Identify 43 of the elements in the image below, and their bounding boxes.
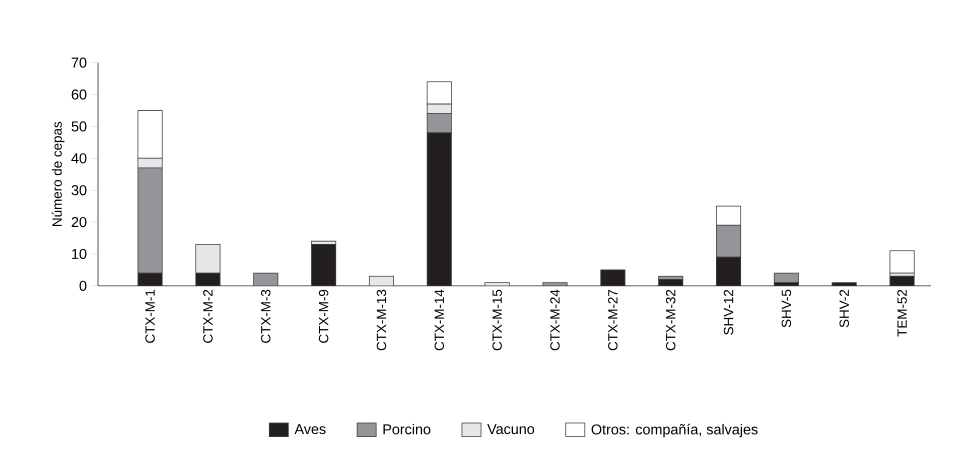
legend-label: Vacuno xyxy=(487,424,534,434)
y-tick-label: 60 xyxy=(72,89,86,100)
x-tick-label: CTX-M-9 xyxy=(318,290,328,343)
legend-label: Otros: compañía, salvajes xyxy=(592,424,758,438)
y-tick-label: 30 xyxy=(72,184,86,196)
legend-label: Aves xyxy=(294,424,326,434)
y-tick-label: 70 xyxy=(72,57,86,68)
bar xyxy=(774,272,799,283)
x-tick-label: CTX-M-1 xyxy=(145,290,155,343)
x-tick-label: CTX-M-15 xyxy=(492,290,502,350)
y-tick-label: 40 xyxy=(71,153,86,164)
x-tick-label: CTX-M-24 xyxy=(550,289,560,350)
y-axis-title: Número de cepas xyxy=(52,122,64,226)
x-tick-label: CTX-M-27 xyxy=(608,290,618,350)
bar xyxy=(426,113,452,133)
x-tick-label: SHV-5 xyxy=(782,290,792,328)
x-tick-label: CTX-M-32 xyxy=(666,290,676,350)
bar xyxy=(138,158,163,168)
bar xyxy=(716,224,742,258)
bar xyxy=(369,276,394,286)
x-tick-label: SHV-12 xyxy=(724,290,734,335)
x-tick-label: CTX-M-14 xyxy=(434,289,444,350)
bar xyxy=(426,132,452,286)
bar xyxy=(138,167,163,274)
bar xyxy=(716,206,742,226)
bar xyxy=(311,244,336,286)
bar xyxy=(890,276,915,286)
y-tick-label: 20 xyxy=(72,216,86,227)
y-tick-label: 0 xyxy=(80,280,86,291)
y-tick-label: 10 xyxy=(72,248,86,259)
y-tick-label: 50 xyxy=(72,121,86,132)
legend-label: Porcino xyxy=(383,424,430,434)
bar xyxy=(254,272,278,286)
bar xyxy=(716,256,742,286)
bar xyxy=(196,272,220,286)
bar xyxy=(195,244,220,274)
x-tick-label: CTX-M-2 xyxy=(203,290,213,343)
x-tick-label: SHV-2 xyxy=(839,290,849,328)
bar xyxy=(600,269,626,286)
x-tick-label: TEM-52 xyxy=(897,290,907,336)
bar xyxy=(138,272,162,286)
x-tick-label: CTX-M-3 xyxy=(261,290,271,343)
x-tick-label: CTX-M-13 xyxy=(376,290,386,350)
